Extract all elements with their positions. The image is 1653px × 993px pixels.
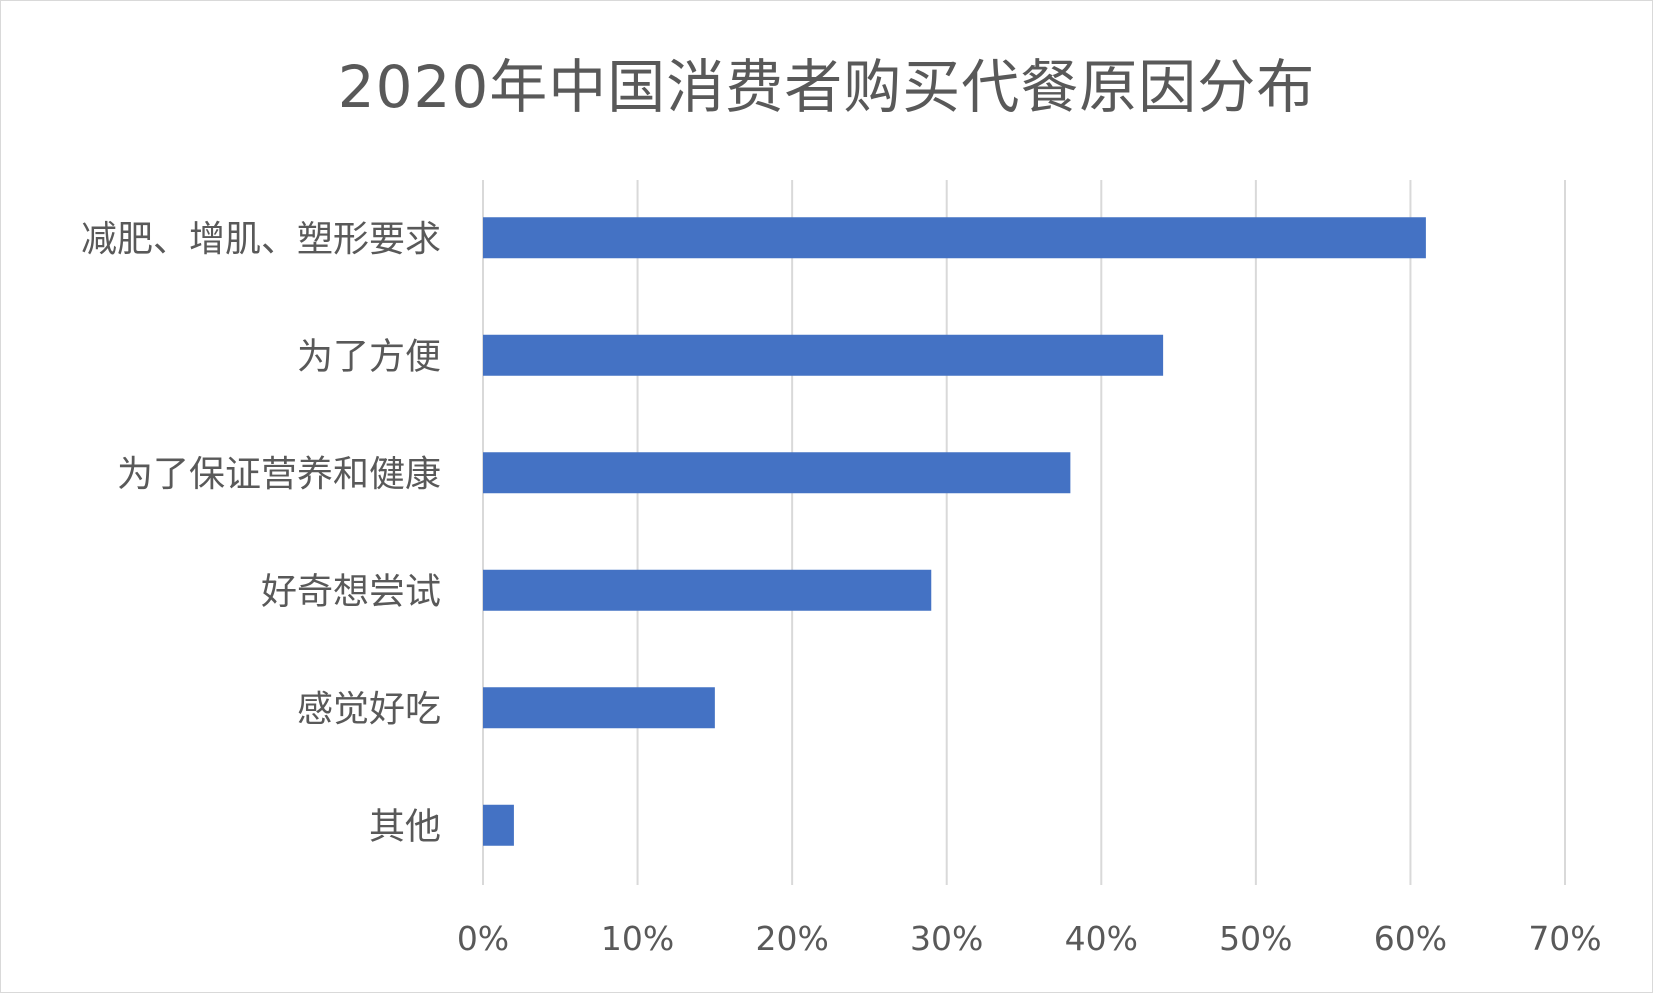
category-label: 其他 xyxy=(369,806,441,847)
x-axis-tick-labels: 0% 10% 20% 30% 40% 50% 60% 70% xyxy=(457,919,1602,958)
bar xyxy=(483,452,1071,494)
x-tick-label: 0% xyxy=(457,919,509,958)
category-label: 为了保证营养和健康 xyxy=(117,454,441,495)
category-label: 为了方便 xyxy=(297,336,441,377)
bar xyxy=(483,217,1426,259)
x-tick-label: 60% xyxy=(1374,919,1447,958)
x-tick-label: 30% xyxy=(910,919,983,958)
chart-title: 2020年中国消费者购买代餐原因分布 xyxy=(337,53,1316,121)
bar xyxy=(483,334,1164,376)
x-tick-label: 70% xyxy=(1528,919,1601,958)
category-label: 减肥、增肌、塑形要求 xyxy=(81,219,441,260)
x-tick-label: 40% xyxy=(1065,919,1138,958)
category-label: 感觉好吃 xyxy=(297,689,441,730)
x-tick-label: 20% xyxy=(755,919,828,958)
x-tick-label: 10% xyxy=(601,919,674,958)
bars xyxy=(483,217,1426,846)
bar xyxy=(483,804,514,846)
gridlines xyxy=(482,180,1566,885)
category-label: 好奇想尝试 xyxy=(261,571,441,612)
bar xyxy=(483,569,932,611)
x-tick-label: 50% xyxy=(1219,919,1292,958)
bar xyxy=(483,687,715,729)
